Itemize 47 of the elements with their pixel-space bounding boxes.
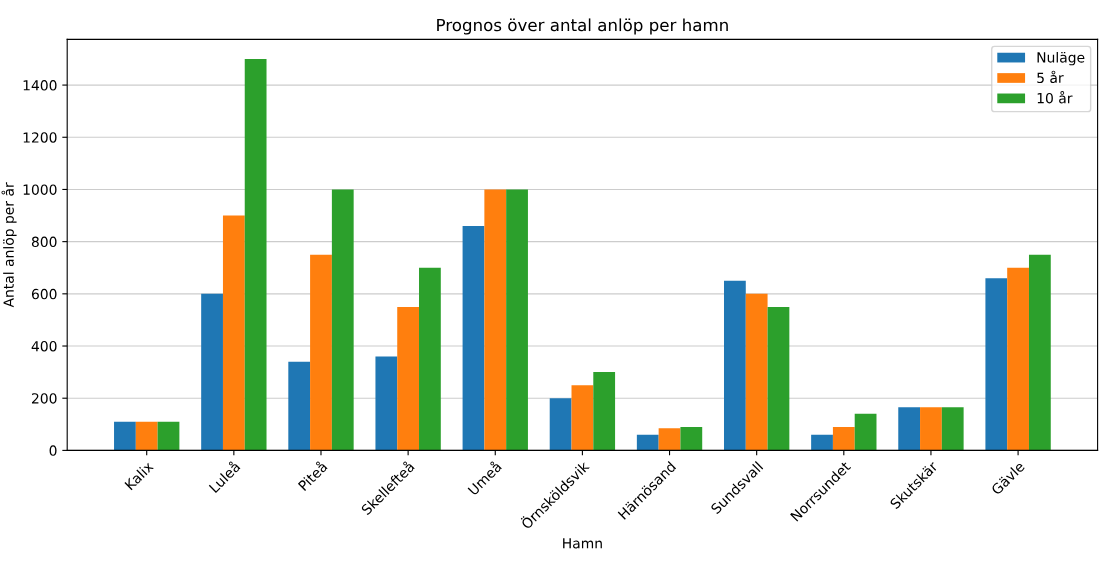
bar	[636, 434, 659, 451]
bar	[201, 293, 223, 451]
y-tick-label: 0	[49, 445, 57, 456]
bar	[549, 398, 572, 451]
bar	[288, 361, 311, 451]
bar	[811, 434, 833, 451]
bar	[832, 426, 855, 451]
bar	[1007, 267, 1029, 451]
bar	[985, 278, 1008, 451]
bar	[375, 356, 398, 451]
y-tick-label: 600	[31, 288, 57, 300]
chart-title: Prognos över antal anlöp per hamn	[437, 18, 728, 35]
bar	[331, 189, 354, 451]
x-axis-title: Hamn	[563, 538, 602, 549]
bar	[1028, 254, 1051, 451]
bar	[898, 407, 921, 451]
y-tick-label: 1000	[23, 184, 57, 195]
bar	[397, 306, 420, 451]
legend-label: Nuläge	[1037, 51, 1085, 66]
bar	[135, 421, 158, 451]
y-tick-label: 1400	[23, 80, 57, 91]
bar	[484, 189, 507, 451]
bar	[724, 280, 746, 451]
y-tick-label: 400	[31, 340, 57, 352]
bar	[419, 267, 441, 451]
legend-label: 5 år	[1037, 70, 1064, 84]
bar	[571, 385, 594, 451]
legend-label: 10 år	[1037, 91, 1073, 104]
bar	[593, 372, 616, 451]
y-tick-label: 200	[31, 393, 57, 404]
bar	[941, 407, 964, 451]
y-tick-label: 1200	[23, 132, 57, 143]
bar	[745, 293, 768, 451]
bar	[767, 306, 790, 451]
y-tick-label: 800	[31, 236, 57, 248]
bar	[506, 189, 528, 451]
bar	[920, 407, 942, 451]
bar	[222, 215, 245, 451]
y-axis-title: Antal anlöp per år	[1, 182, 17, 308]
bar	[462, 225, 485, 451]
bar	[310, 254, 332, 451]
bar	[157, 421, 180, 451]
bar	[114, 421, 136, 451]
bar	[680, 426, 703, 451]
bar	[244, 58, 267, 451]
bar	[854, 413, 877, 451]
bar	[658, 428, 681, 451]
